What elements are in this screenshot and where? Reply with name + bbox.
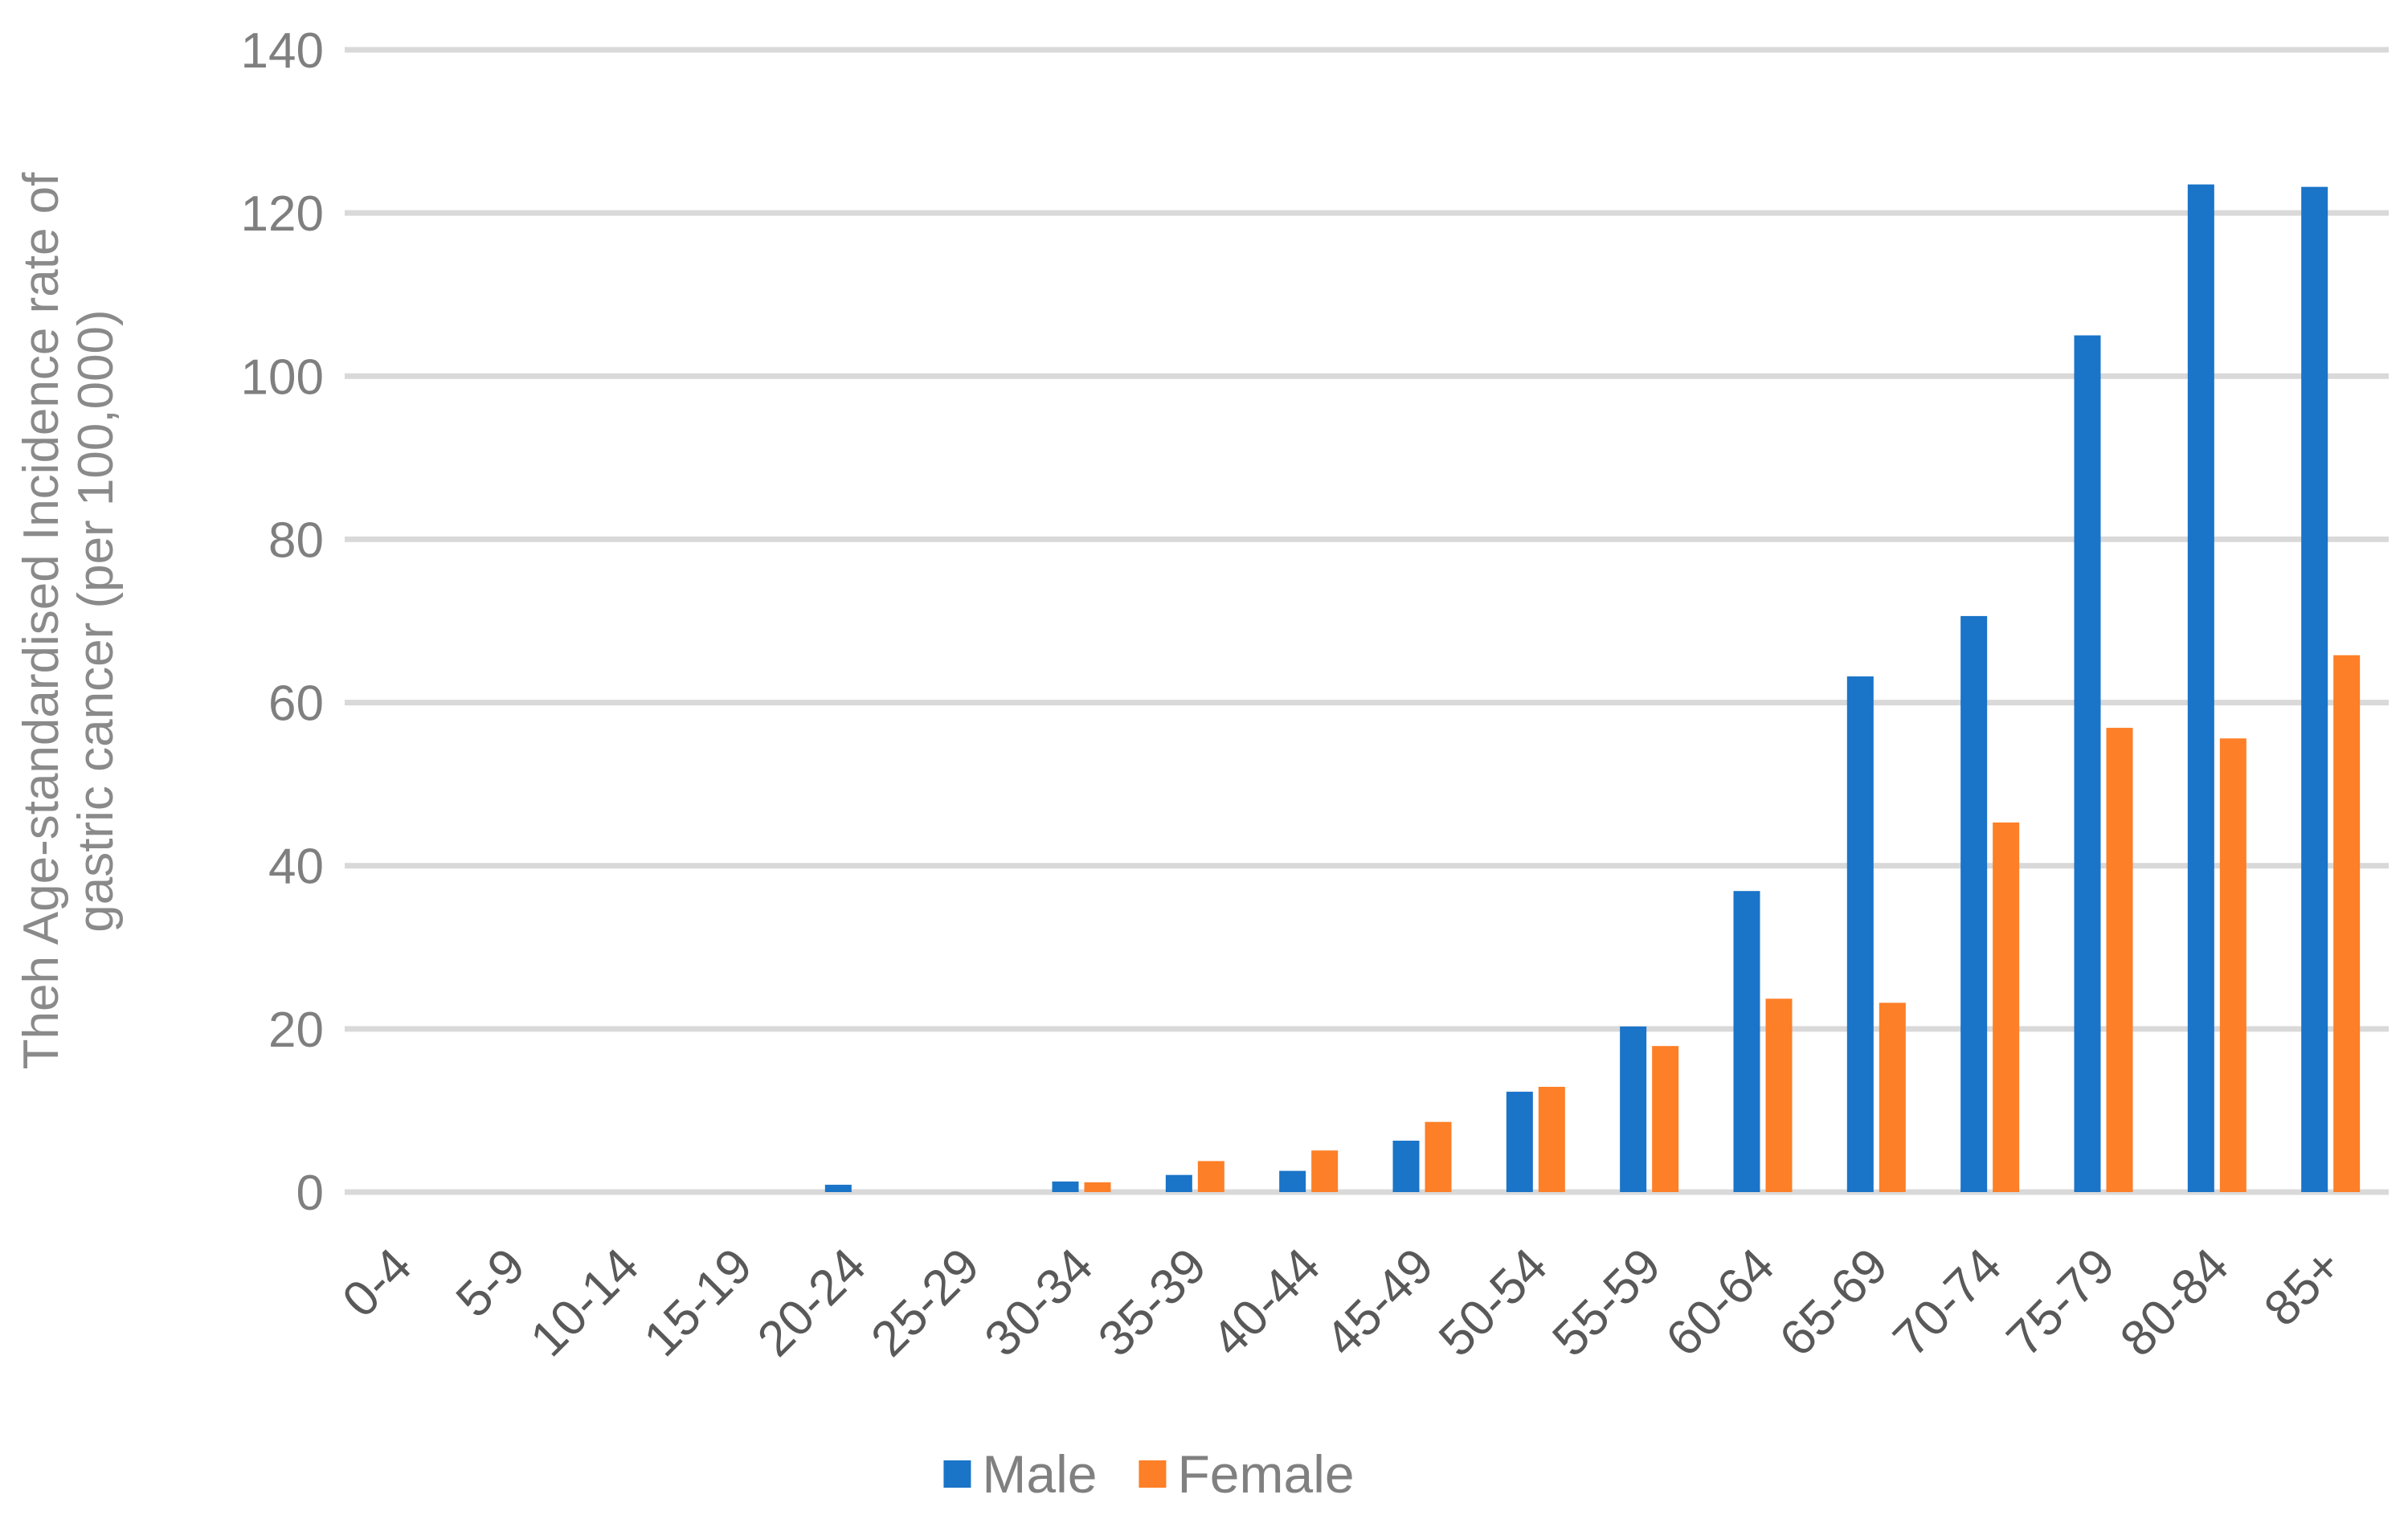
bar-male-85+ bbox=[2301, 186, 2328, 1192]
bar-male-45-49 bbox=[1392, 1141, 1420, 1192]
y-axis-title-line2: gastric cancer (per 100,000) bbox=[68, 309, 124, 932]
legend-item-male: Male bbox=[943, 1448, 1097, 1501]
bar-female-55-59 bbox=[1652, 1046, 1679, 1192]
bar-female-85+ bbox=[2333, 655, 2361, 1192]
x-tick-label: 65-69 bbox=[1769, 1238, 1899, 1367]
y-tick-label: 0 bbox=[296, 1166, 324, 1221]
bar-male-55-59 bbox=[1620, 1026, 1647, 1192]
bar-female-70-74 bbox=[1993, 822, 2020, 1192]
x-tick-label: 25-29 bbox=[861, 1238, 990, 1367]
x-tick-label: 10-14 bbox=[520, 1238, 649, 1367]
female-series-swatch-icon bbox=[1139, 1460, 1167, 1488]
x-tick-label: 20-24 bbox=[747, 1238, 877, 1367]
x-tick-label: 30-34 bbox=[975, 1238, 1104, 1367]
x-tick-label: 75-79 bbox=[1997, 1238, 2126, 1367]
bar-male-35-39 bbox=[1165, 1174, 1192, 1192]
y-tick-label: 120 bbox=[241, 186, 324, 242]
x-tick-label: 35-39 bbox=[1088, 1238, 1217, 1367]
bar-female-30-34 bbox=[1084, 1182, 1111, 1192]
x-tick-label: 15-19 bbox=[634, 1238, 763, 1367]
bar-male-65-69 bbox=[1846, 676, 1874, 1192]
x-tick-label: 0-4 bbox=[332, 1238, 422, 1328]
x-tick-label: 55-59 bbox=[1542, 1238, 1671, 1367]
y-tick-label: 80 bbox=[268, 512, 324, 568]
bar-male-20-24 bbox=[824, 1184, 852, 1192]
x-tick-label: 85+ bbox=[2254, 1238, 2353, 1337]
bar-male-50-54 bbox=[1506, 1092, 1533, 1192]
bar-male-70-74 bbox=[1960, 615, 1988, 1192]
y-tick-label: 60 bbox=[268, 676, 324, 732]
bar-male-80-84 bbox=[2187, 184, 2214, 1192]
male-series-swatch-icon bbox=[943, 1460, 971, 1488]
legend-item-female: Female bbox=[1139, 1444, 1355, 1504]
x-tick-label: 45-49 bbox=[1315, 1238, 1445, 1367]
bar-female-35-39 bbox=[1197, 1161, 1224, 1192]
x-tick-label: 60-64 bbox=[1656, 1238, 1785, 1367]
bar-female-75-79 bbox=[2106, 728, 2133, 1192]
y-axis-title-line1: Theh Age-standardised Incidence rate of bbox=[14, 172, 69, 1070]
bar-male-75-79 bbox=[2074, 335, 2101, 1192]
x-tick-label: 80-84 bbox=[2110, 1238, 2239, 1367]
x-tick-label: 5-9 bbox=[446, 1238, 536, 1328]
bar-female-50-54 bbox=[1538, 1086, 1565, 1192]
x-tick-label: 70-74 bbox=[1883, 1238, 2012, 1367]
legend-label-male: Male bbox=[982, 1444, 1098, 1504]
bar-female-65-69 bbox=[1879, 1003, 1906, 1192]
y-tick-label: 20 bbox=[268, 1003, 324, 1058]
y-tick-label: 140 bbox=[241, 23, 324, 79]
bar-male-60-64 bbox=[1733, 891, 1760, 1192]
x-tick-label: 40-44 bbox=[1201, 1238, 1331, 1367]
legend: Male Female bbox=[943, 1444, 1355, 1504]
bar-female-60-64 bbox=[1765, 998, 1793, 1192]
y-tick-label: 100 bbox=[241, 349, 324, 405]
x-tick-label: 50-54 bbox=[1429, 1238, 1558, 1367]
bar-female-40-44 bbox=[1311, 1150, 1339, 1192]
bar-female-45-49 bbox=[1425, 1121, 1452, 1192]
bar-male-30-34 bbox=[1052, 1181, 1079, 1192]
legend-label-female: Female bbox=[1177, 1444, 1355, 1504]
y-tick-label: 40 bbox=[268, 839, 324, 895]
bar-female-80-84 bbox=[2219, 738, 2247, 1192]
bar-male-40-44 bbox=[1279, 1170, 1306, 1192]
